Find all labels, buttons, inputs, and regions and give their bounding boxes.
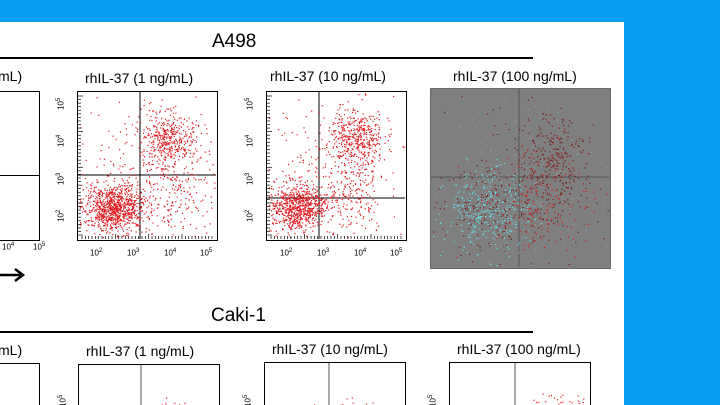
panel-label-bottom-3: rhIL-37 (100 ng/mL) — [457, 341, 581, 357]
scatter-dots — [431, 89, 609, 267]
x-tick-label: 104 — [2, 242, 15, 252]
section-divider-bottom — [0, 331, 533, 333]
y-tick-label: 105 — [56, 97, 66, 110]
flow-plot-partial-bottom — [0, 363, 40, 405]
right-arrow-icon — [0, 268, 26, 282]
x-tick-label: 102 — [90, 248, 103, 258]
scatter-dots — [78, 92, 216, 239]
y-tick-label: 105 — [58, 394, 68, 405]
y-tick-label: 104 — [56, 134, 66, 147]
flow-plot-bottom-2 — [264, 362, 406, 405]
flow-plot-top-3-overlay — [430, 88, 611, 269]
panel-label-bottom-1: rhIL-37 (1 ng/mL) — [86, 343, 195, 359]
section-title-a498: A498 — [212, 31, 257, 52]
y-tick-label: 105 — [428, 394, 438, 405]
y-tick-label: 102 — [245, 209, 255, 222]
y-tick-label: 102 — [56, 209, 66, 222]
flow-plot-top-1 — [77, 91, 218, 241]
x-tick-label: 105 — [33, 242, 46, 252]
y-tick-label: 103 — [245, 172, 255, 185]
x-tick-label: 103 — [317, 248, 330, 258]
x-tick-label: 105 — [200, 248, 213, 258]
x-tick-label: 102 — [280, 248, 293, 258]
panel-label-bottom-2: rhIL-37 (10 ng/mL) — [272, 341, 388, 357]
flow-plot-bottom-3 — [449, 362, 591, 405]
y-tick-label: 104 — [245, 134, 255, 147]
section-title-caki-1: Caki-1 — [211, 305, 266, 326]
y-tick-label: 105 — [243, 394, 253, 405]
panel-label-top-1: rhIL-37 (1 ng/mL) — [85, 70, 194, 86]
x-tick-label: 103 — [127, 248, 140, 258]
section-divider-top — [0, 57, 533, 59]
scatter-dots — [514, 363, 585, 405]
panel-label-top-3: rhIL-37 (100 ng/mL) — [453, 68, 577, 84]
flow-plot-partial-top — [0, 91, 40, 241]
scatter-dots — [314, 363, 374, 405]
panel-label-top-2: rhIL-37 (10 ng/mL) — [270, 68, 386, 84]
slide-canvas: A498 mL) rhIL-37 (1 ng/mL) rhIL-37 (10 n… — [0, 22, 624, 405]
x-tick-label: 104 — [354, 248, 367, 258]
y-tick-label: 105 — [245, 97, 255, 110]
scatter-dots — [140, 365, 186, 405]
x-tick-label: 104 — [164, 248, 177, 258]
flow-plot-top-2 — [266, 91, 407, 241]
partial-panel-label-top: mL) — [0, 68, 23, 84]
quadrant-line — [0, 175, 39, 176]
flow-plot-bottom-1 — [78, 364, 220, 405]
y-tick-label: 103 — [56, 172, 66, 185]
scatter-dots — [267, 92, 405, 239]
partial-panel-label-bottom: mL) — [0, 342, 23, 358]
x-tick-label: 105 — [390, 248, 403, 258]
